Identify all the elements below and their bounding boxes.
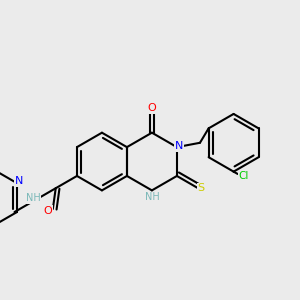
- Text: S: S: [197, 183, 205, 193]
- Text: NH: NH: [145, 192, 159, 202]
- Text: O: O: [148, 103, 156, 113]
- Text: N: N: [175, 141, 183, 151]
- Text: NH: NH: [26, 193, 41, 203]
- Text: O: O: [44, 206, 52, 216]
- Text: Cl: Cl: [238, 171, 249, 181]
- Text: N: N: [14, 176, 23, 186]
